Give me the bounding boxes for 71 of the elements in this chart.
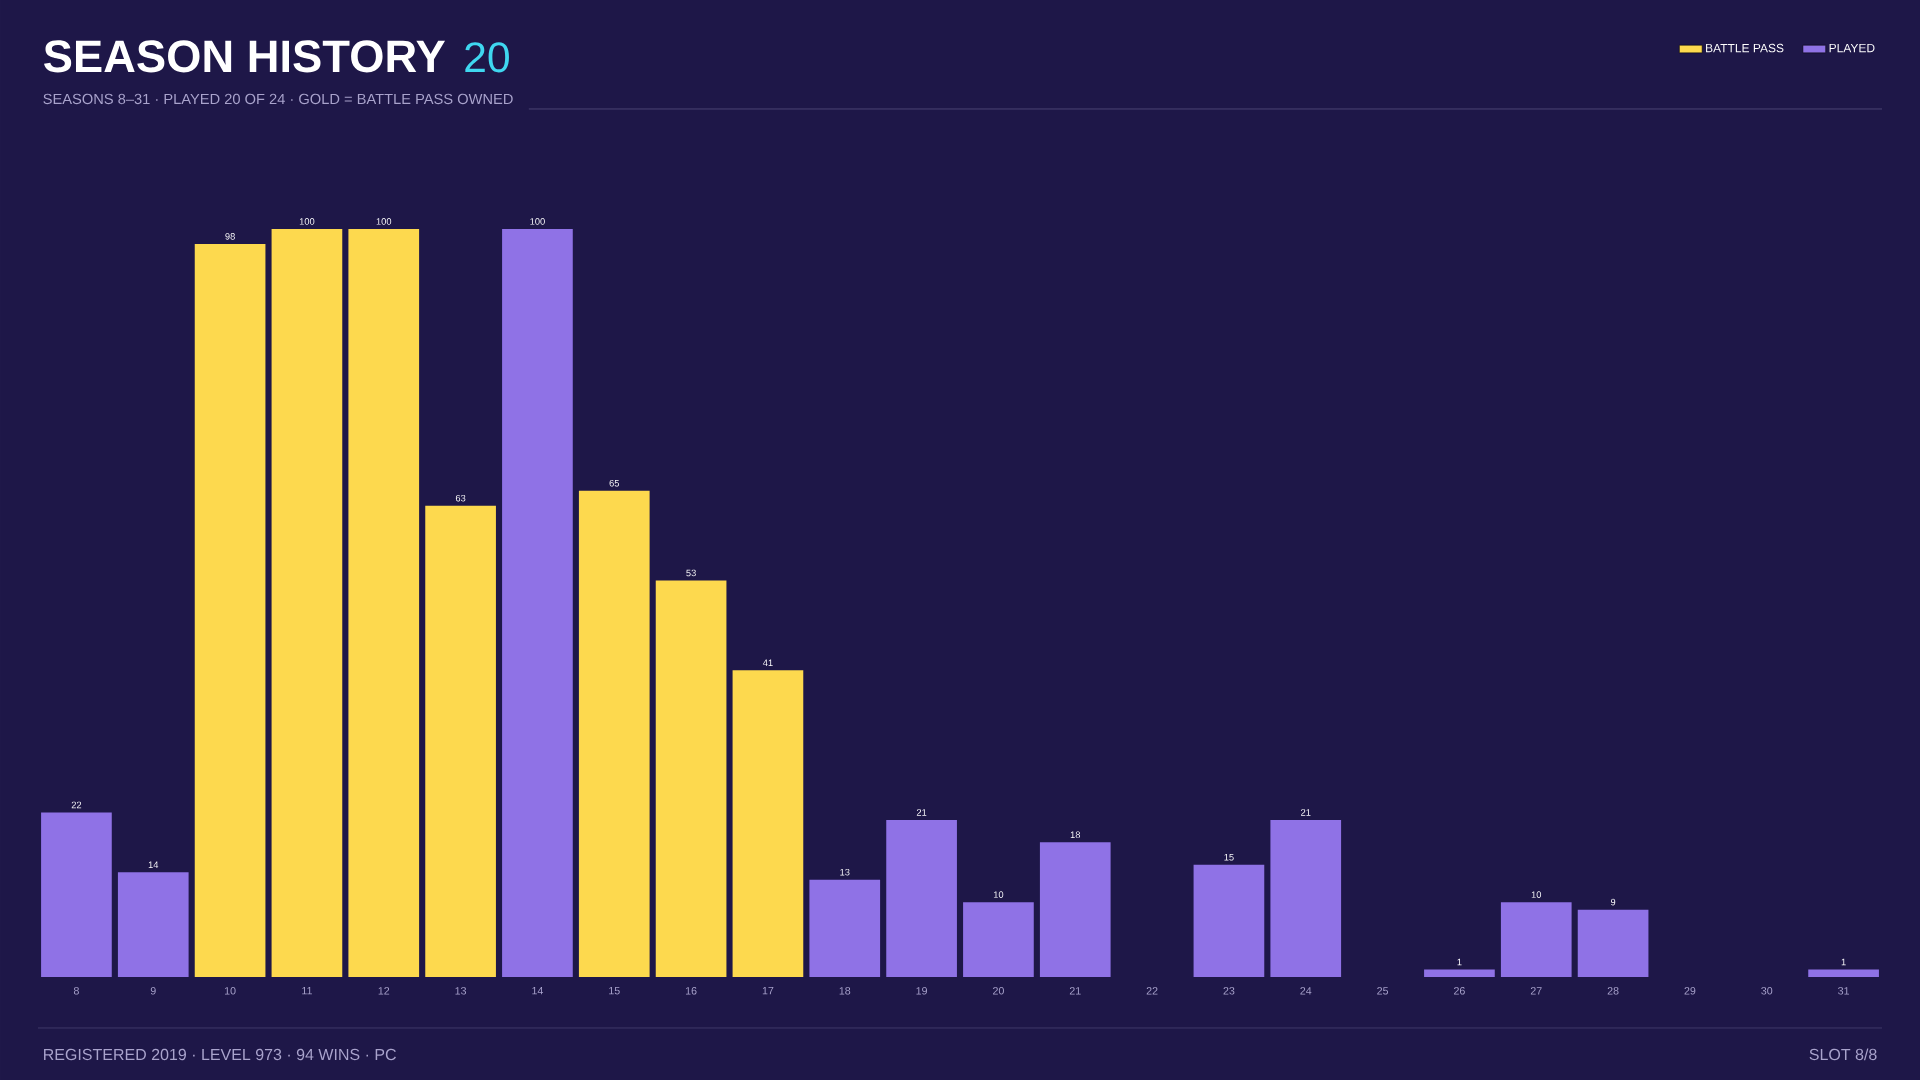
x-tick-label: 19 — [916, 987, 928, 995]
bar — [1424, 969, 1495, 977]
bar — [194, 243, 266, 977]
bar — [1039, 842, 1111, 977]
bar — [655, 580, 727, 977]
x-tick-label: 16 — [685, 987, 697, 995]
text: REGISTERED 2019 · LEVEL 973 · 94 WINS · PC — [44, 1048, 396, 1061]
x-tick-label: 18 — [839, 987, 851, 995]
x-tick-label: 8 — [73, 987, 79, 995]
bar — [1500, 902, 1572, 977]
x-tick-label: 29 — [1684, 987, 1696, 995]
chart-subtitle: SEASONS 8–31 · PLAYED 20 OF 24 · GOLD = BATTLE PASS OWNED — [43, 93, 513, 105]
bar — [348, 228, 420, 977]
bar — [1193, 864, 1265, 977]
bar — [117, 872, 189, 977]
data-label: 98 — [225, 233, 235, 240]
text: SLOT 8/8 — [1809, 1048, 1877, 1061]
bar — [271, 228, 343, 977]
x-tick-label: 31 — [1838, 987, 1850, 995]
bar — [963, 902, 1034, 977]
legend-label: PLAYED — [1829, 43, 1875, 53]
bar — [1808, 969, 1879, 977]
x-tick-label: 25 — [1377, 987, 1389, 995]
x-tick-label: 20 — [993, 987, 1004, 995]
bar — [578, 490, 650, 977]
text: 20 — [465, 42, 509, 73]
x-tick-label: 28 — [1607, 987, 1619, 995]
data-label: 10 — [993, 891, 1004, 898]
bar — [1270, 819, 1342, 977]
data-label: 65 — [609, 479, 620, 487]
data-label: 15 — [1224, 854, 1234, 861]
x-tick-label: 24 — [1300, 987, 1312, 995]
x-tick-label: 15 — [609, 987, 620, 995]
data-label: 22 — [71, 801, 82, 809]
x-tick-label: 14 — [532, 987, 544, 995]
bar — [732, 670, 804, 977]
chart-title: SEASON HISTORY — [44, 40, 446, 73]
data-label: 18 — [1070, 831, 1081, 839]
bar — [809, 879, 881, 977]
data-label: 53 — [686, 569, 696, 577]
bar — [41, 812, 112, 977]
x-tick-label: 27 — [1530, 987, 1542, 995]
x-tick-label: 26 — [1454, 987, 1465, 995]
data-label: 13 — [840, 868, 850, 876]
data-label: 100 — [299, 218, 315, 225]
data-label: 1 — [1457, 958, 1462, 966]
x-tick-label: 11 — [302, 987, 312, 995]
data-label: 10 — [1531, 891, 1542, 898]
x-tick-label: 13 — [455, 987, 467, 995]
bar — [886, 819, 957, 977]
legend-label: BATTLE PASS — [1706, 43, 1784, 53]
x-tick-label: 22 — [1146, 987, 1158, 995]
data-label: 63 — [455, 494, 466, 502]
bar — [502, 228, 573, 977]
bar — [425, 505, 496, 977]
data-label: 41 — [762, 659, 773, 667]
x-tick-label: 23 — [1223, 987, 1235, 995]
x-tick-label: 12 — [378, 987, 390, 995]
x-tick-label: 21 — [1069, 987, 1081, 995]
data-label: 9 — [1610, 898, 1616, 906]
data-label: 100 — [530, 218, 545, 225]
x-tick-label: 10 — [224, 987, 236, 995]
data-label: 1 — [1841, 958, 1846, 966]
x-tick-label: 17 — [762, 987, 774, 995]
x-tick-label: 9 — [150, 987, 156, 995]
x-tick-label: 30 — [1761, 987, 1773, 995]
data-label: 21 — [1301, 809, 1311, 816]
data-label: 100 — [376, 218, 392, 225]
bar — [1577, 909, 1649, 977]
data-label: 21 — [916, 809, 927, 816]
data-label: 14 — [148, 861, 159, 868]
